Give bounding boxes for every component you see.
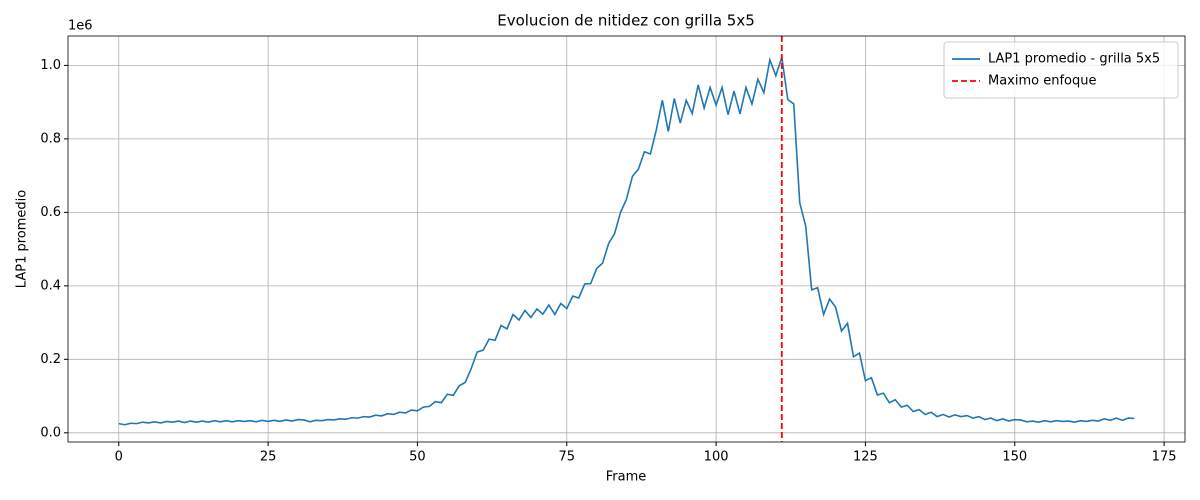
x-tick-label: 0	[115, 450, 123, 465]
x-tick-label: 100	[704, 450, 729, 465]
y-tick-label: 0.0	[40, 425, 61, 440]
x-tick-label: 175	[1152, 450, 1177, 465]
y-tick-label: 0.8	[40, 131, 61, 146]
legend-box	[943, 41, 1179, 99]
data-line	[118, 56, 1135, 426]
x-tick-label: 50	[409, 450, 426, 465]
legend-label: LAP1 promedio - grilla 5x5	[988, 52, 1160, 67]
x-tick-label: 125	[853, 450, 878, 465]
x-tick-label: 25	[260, 450, 277, 465]
plot-frame	[67, 35, 1186, 443]
x-tick-label: 75	[558, 450, 575, 465]
y-tick-label: 0.4	[40, 278, 61, 293]
x-axis-label: Frame	[606, 470, 647, 485]
legend-label: Maximo enfoque	[988, 74, 1097, 89]
y-offset-label: 1e6	[68, 19, 93, 34]
y-tick-label: 0.2	[40, 352, 61, 367]
x-tick-label: 150	[1002, 450, 1027, 465]
y-tick-label: 0.6	[40, 205, 61, 220]
y-tick-label: 1.0	[40, 58, 61, 73]
chart-title: Evolucion de nitidez con grilla 5x5	[497, 12, 755, 30]
y-axis-label: LAP1 promedio	[15, 190, 30, 288]
